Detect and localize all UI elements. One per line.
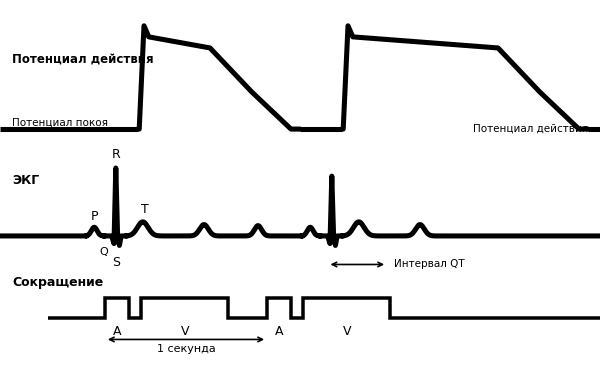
Text: S: S [112,255,120,269]
Text: Сокращение: Сокращение [12,276,103,289]
Text: Интервал QT: Интервал QT [394,259,465,269]
Text: P: P [91,210,98,223]
Text: Потенциал действия: Потенциал действия [12,53,154,66]
Text: Потенциал действия: Потенциал действия [473,123,588,134]
Text: ЭКГ: ЭКГ [12,175,39,187]
Text: Q: Q [99,247,108,257]
Text: A: A [113,325,121,339]
Text: R: R [112,148,120,161]
Text: Потенциал покоя: Потенциал покоя [12,117,108,127]
Text: A: A [275,325,283,339]
Text: V: V [343,325,351,339]
Text: T: T [142,204,149,216]
Text: 1 секунда: 1 секунда [157,344,215,354]
Text: V: V [181,325,189,339]
